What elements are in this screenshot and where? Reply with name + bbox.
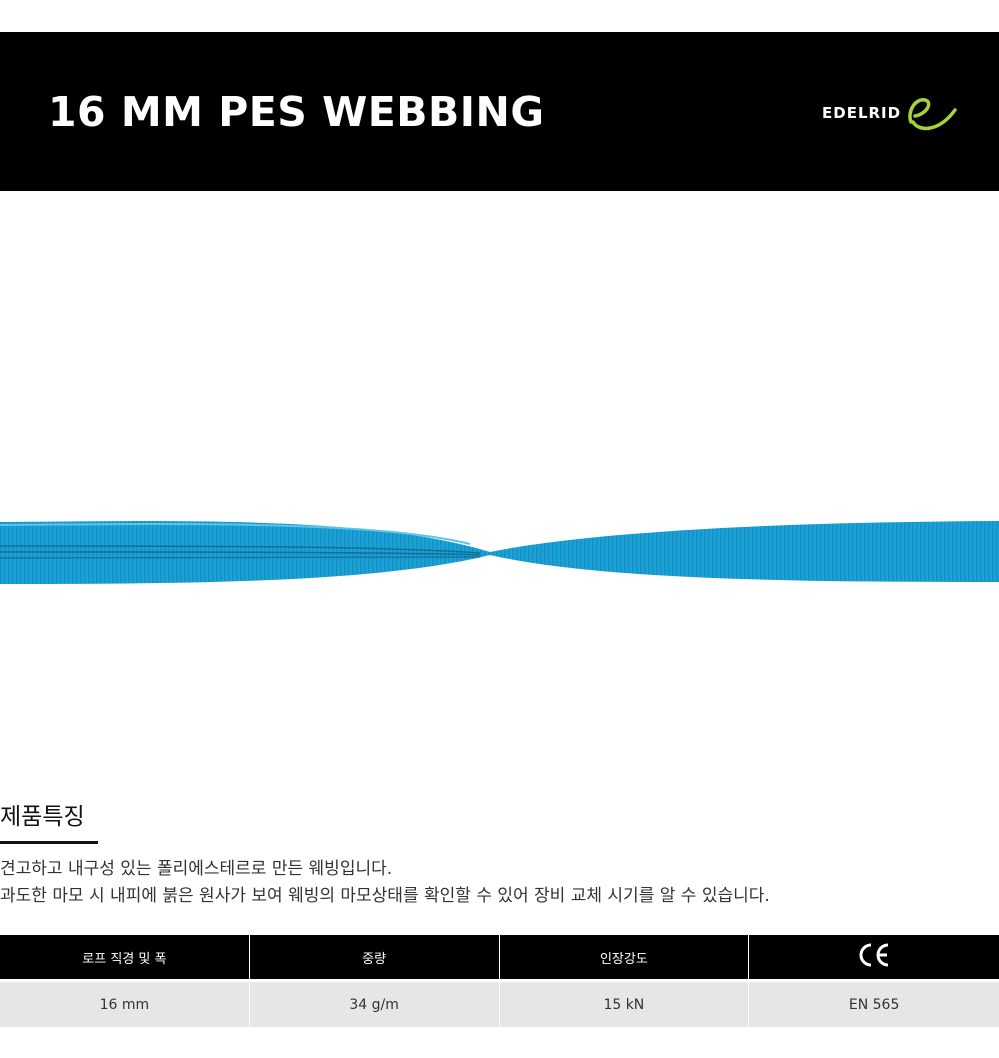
ce-mark-icon bbox=[859, 943, 889, 967]
spec-value-row: 16 mm 34 g/m 15 kN EN 565 bbox=[0, 979, 999, 1027]
brand-logo: EDELRID bbox=[822, 92, 962, 134]
heading-underline bbox=[0, 841, 98, 844]
spec-table: 로프 직경 및 폭 중량 인장강도 16 mm 34 g/m 15 kN EN … bbox=[0, 935, 999, 1027]
feature-line: 과도한 마모 시 내피에 붉은 원사가 보여 웨빙의 마모상태를 확인할 수 있… bbox=[0, 886, 770, 906]
spec-header-ce bbox=[749, 935, 999, 979]
spec-value-standard: EN 565 bbox=[749, 979, 999, 1027]
spec-header-row: 로프 직경 및 폭 중량 인장강도 bbox=[0, 935, 999, 979]
spec-value-strength: 15 kN bbox=[499, 979, 750, 1027]
edelrid-e-swoosh-icon bbox=[908, 98, 957, 131]
brand-name: EDELRID bbox=[822, 104, 902, 122]
spec-value-diameter: 16 mm bbox=[0, 979, 250, 1027]
features-heading: 제품특징 bbox=[0, 804, 85, 830]
features-description: 견고하고 내구성 있는 폴리에스테르로 만든 웨빙입니다. 과도한 마모 시 내… bbox=[0, 856, 770, 910]
blue-webbing-strap-image bbox=[0, 521, 999, 584]
spec-value-weight: 34 g/m bbox=[249, 979, 500, 1027]
spec-header-weight: 중량 bbox=[249, 935, 500, 979]
page-title: 16 MM PES WEBBING bbox=[48, 88, 545, 136]
spec-header-diameter: 로프 직경 및 폭 bbox=[0, 935, 250, 979]
feature-line: 견고하고 내구성 있는 폴리에스테르로 만든 웨빙입니다. bbox=[0, 859, 393, 879]
spec-header-strength: 인장강도 bbox=[499, 935, 750, 979]
page-header bbox=[0, 32, 999, 191]
